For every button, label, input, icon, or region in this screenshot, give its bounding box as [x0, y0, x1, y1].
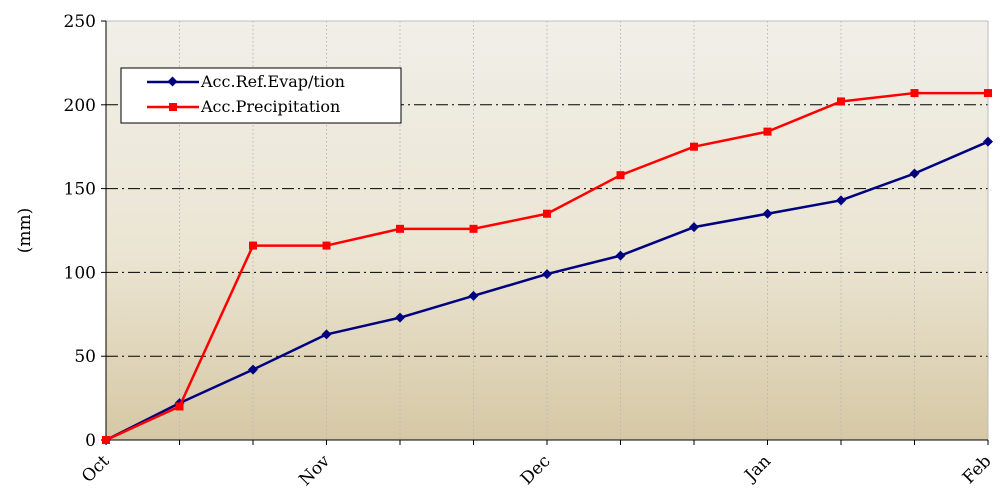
data-point — [690, 142, 698, 151]
data-point — [983, 136, 993, 147]
data-point — [249, 241, 257, 250]
y-tick-label: 200 — [64, 96, 96, 116]
data-point — [909, 168, 920, 179]
data-point — [763, 127, 772, 136]
data-point — [616, 171, 625, 180]
data-point — [615, 250, 626, 261]
x-tick-label: Oct — [78, 451, 114, 487]
x-tick-label: Nov — [295, 451, 334, 489]
data-point — [689, 222, 699, 233]
data-point — [543, 209, 551, 218]
legend-box — [120, 67, 402, 124]
y-tick-label: 250 — [64, 12, 96, 32]
data-point — [395, 312, 405, 323]
legend-marker-evap — [167, 76, 178, 87]
data-point — [322, 241, 331, 250]
data-point — [469, 224, 478, 233]
data-point — [836, 195, 846, 206]
data-point — [396, 224, 404, 233]
legend: Acc.Ref.Evap/tion Acc.Precipitation — [120, 67, 402, 124]
legend-marker-precip — [169, 103, 177, 111]
x-tick-label: Feb — [959, 451, 996, 488]
data-point — [248, 364, 258, 375]
data-point — [837, 97, 845, 106]
y-tick-label: 150 — [64, 180, 96, 200]
data-point — [102, 436, 110, 444]
data-point — [910, 89, 919, 98]
data-point — [762, 208, 773, 219]
data-point — [468, 290, 479, 301]
y-tick-label: 50 — [74, 347, 96, 367]
data-point — [984, 89, 992, 98]
y-axis-title: (mm) — [15, 208, 35, 254]
data-point — [542, 269, 552, 280]
data-point — [175, 402, 184, 411]
data-point — [321, 329, 332, 340]
x-tick-label: Dec — [517, 451, 555, 489]
legend-label-precip: Acc.Precipitation — [200, 97, 340, 116]
legend-label-evap: Acc.Ref.Evap/tion — [200, 72, 345, 91]
y-tick-label: 0 — [85, 431, 96, 451]
y-tick-label: 100 — [64, 263, 96, 283]
series — [101, 89, 993, 445]
x-tick-label: Jan — [740, 451, 775, 486]
